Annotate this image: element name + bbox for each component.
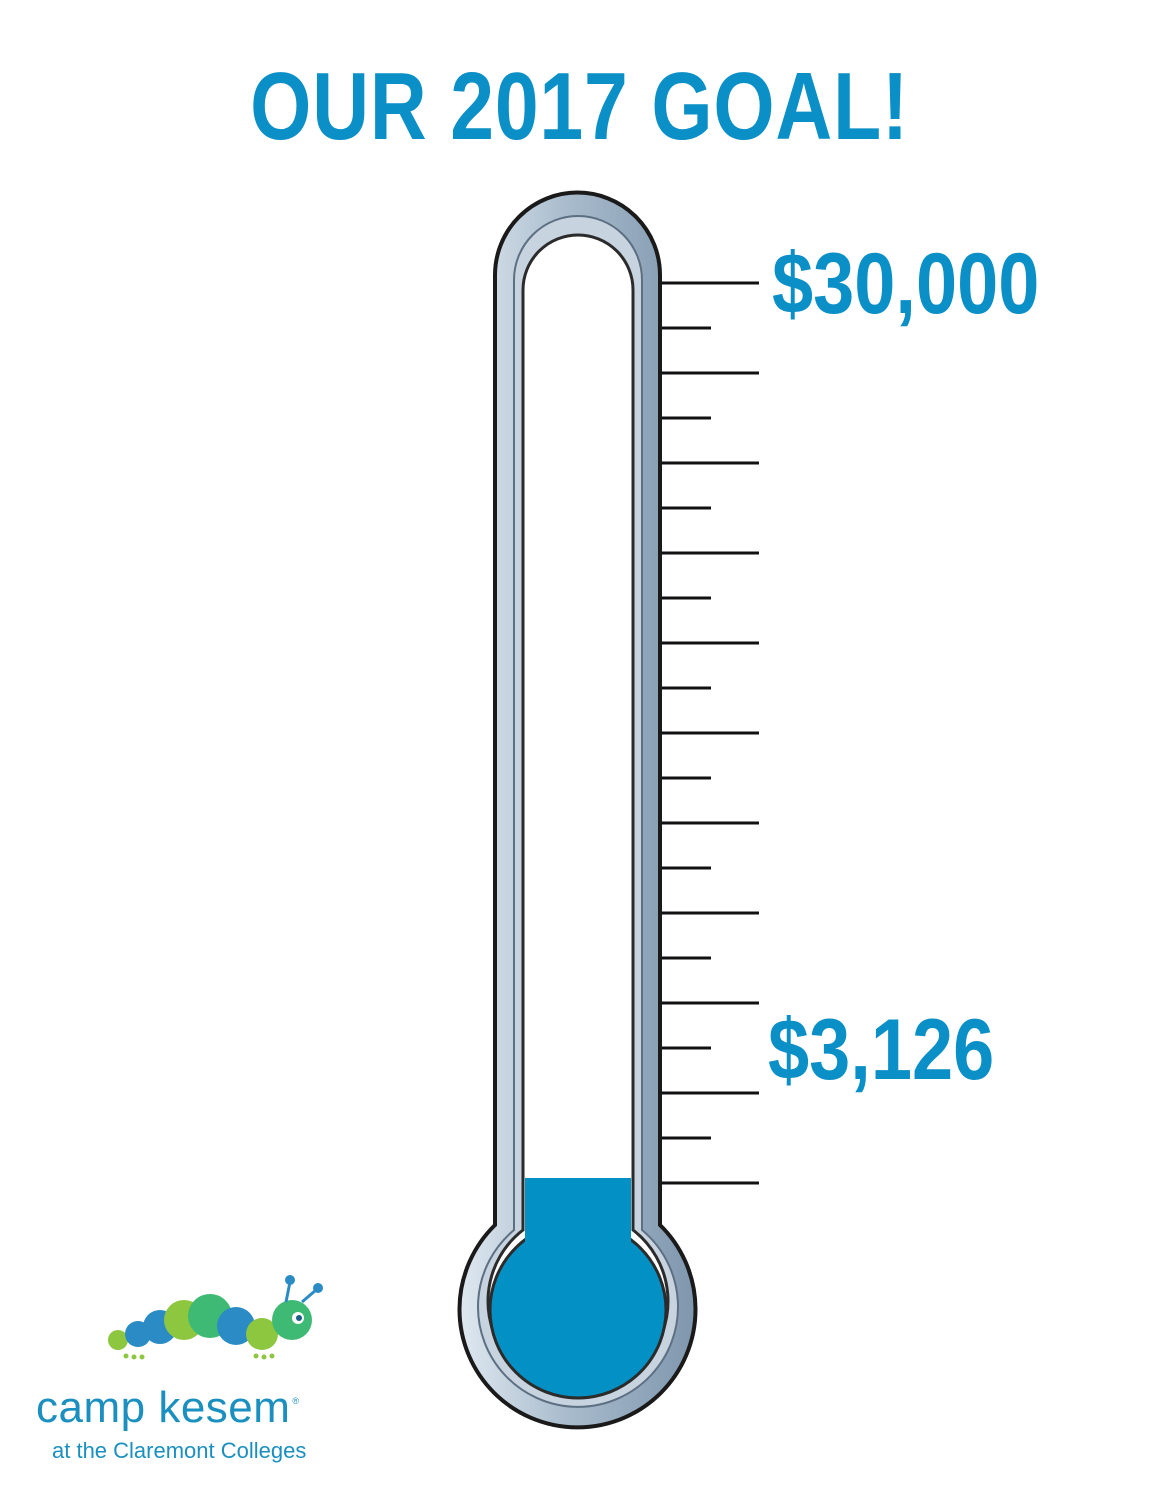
- logo-name: camp kesem: [36, 1383, 291, 1432]
- page-title: OUR 2017 GOAL!: [250, 53, 910, 160]
- trademark-mark: ®: [292, 1396, 300, 1406]
- logo-subtitle: at the Claremont Colleges: [52, 1438, 307, 1463]
- logo-wordmark: camp kesem ®: [36, 1376, 300, 1433]
- camp-kesem-logo: [108, 1275, 323, 1360]
- goal-amount: $30,000: [772, 236, 1040, 332]
- raised-amount: $3,126: [768, 1002, 995, 1098]
- bulb-neck-fill: [525, 1215, 631, 1255]
- scale-ticks: [662, 281, 759, 1185]
- caterpillar-icon: [108, 1275, 323, 1360]
